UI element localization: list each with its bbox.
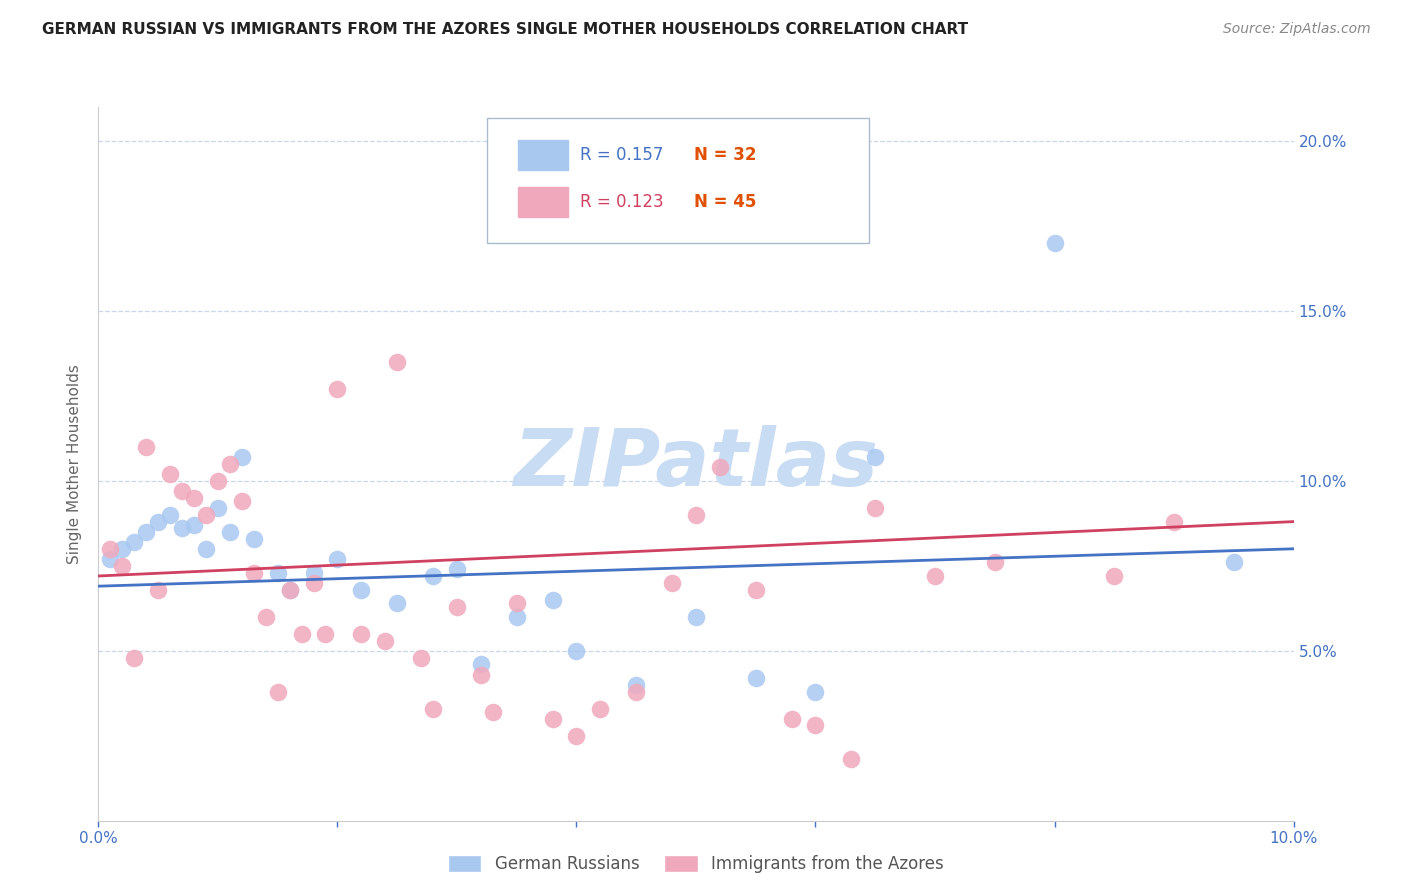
- Point: [254, 609, 277, 624]
- Point: [865, 501, 887, 516]
- Point: [385, 355, 409, 369]
- Text: GERMAN RUSSIAN VS IMMIGRANTS FROM THE AZORES SINGLE MOTHER HOUSEHOLDS CORRELATIO: GERMAN RUSSIAN VS IMMIGRANTS FROM THE AZ…: [42, 22, 969, 37]
- Point: [243, 532, 266, 546]
- Point: [148, 515, 170, 529]
- Point: [159, 508, 181, 522]
- Point: [350, 626, 373, 640]
- Point: [446, 599, 468, 614]
- Point: [278, 582, 301, 597]
- Point: [267, 684, 290, 698]
- Point: [172, 521, 194, 535]
- FancyBboxPatch shape: [486, 118, 869, 243]
- Point: [661, 575, 683, 590]
- Point: [589, 701, 612, 715]
- Y-axis label: Single Mother Households: Single Mother Households: [67, 364, 83, 564]
- Point: [183, 518, 205, 533]
- Point: [148, 582, 170, 597]
- Point: [302, 566, 325, 580]
- Point: [278, 582, 301, 597]
- Point: [626, 678, 648, 692]
- Point: [291, 626, 314, 640]
- Point: [685, 508, 707, 522]
- Point: [243, 566, 266, 580]
- Point: [804, 684, 827, 698]
- FancyBboxPatch shape: [517, 187, 568, 217]
- Point: [541, 592, 564, 607]
- Text: N = 45: N = 45: [693, 193, 756, 211]
- Point: [924, 569, 946, 583]
- Point: [315, 626, 337, 640]
- Point: [135, 524, 157, 539]
- Point: [685, 609, 707, 624]
- Point: [124, 535, 146, 549]
- Point: [135, 440, 157, 454]
- Text: R = 0.157: R = 0.157: [581, 146, 664, 164]
- Point: [195, 508, 218, 522]
- Point: [100, 552, 122, 566]
- Point: [470, 657, 492, 672]
- Point: [207, 501, 229, 516]
- Text: Source: ZipAtlas.com: Source: ZipAtlas.com: [1223, 22, 1371, 37]
- Point: [841, 752, 863, 766]
- Point: [374, 633, 396, 648]
- Point: [207, 474, 229, 488]
- Point: [446, 562, 468, 576]
- Point: [745, 671, 768, 685]
- Point: [1223, 555, 1246, 569]
- FancyBboxPatch shape: [517, 140, 568, 169]
- Point: [745, 582, 768, 597]
- Point: [267, 566, 290, 580]
- Point: [1104, 569, 1126, 583]
- Point: [422, 701, 444, 715]
- Point: [385, 596, 409, 610]
- Point: [326, 552, 349, 566]
- Point: [302, 575, 325, 590]
- Point: [470, 667, 492, 681]
- Point: [626, 684, 648, 698]
- Point: [111, 541, 134, 556]
- Point: [1163, 515, 1185, 529]
- Point: [231, 494, 253, 508]
- Point: [219, 524, 242, 539]
- Point: [326, 382, 349, 396]
- Point: [506, 596, 529, 610]
- Point: [506, 609, 529, 624]
- Point: [183, 491, 205, 505]
- Point: [100, 541, 122, 556]
- Point: [865, 450, 887, 464]
- Point: [159, 467, 181, 481]
- Text: ZIPatlas: ZIPatlas: [513, 425, 879, 503]
- Point: [565, 729, 588, 743]
- Point: [804, 718, 827, 732]
- Point: [709, 460, 731, 475]
- Point: [231, 450, 253, 464]
- Point: [411, 650, 433, 665]
- Point: [172, 483, 194, 498]
- Text: N = 32: N = 32: [693, 146, 756, 164]
- Point: [195, 541, 218, 556]
- Point: [111, 558, 134, 573]
- Point: [541, 712, 564, 726]
- Point: [124, 650, 146, 665]
- Legend: German Russians, Immigrants from the Azores: German Russians, Immigrants from the Azo…: [441, 848, 950, 880]
- Text: R = 0.123: R = 0.123: [581, 193, 664, 211]
- Point: [350, 582, 373, 597]
- Point: [481, 705, 505, 719]
- Point: [780, 712, 803, 726]
- Point: [422, 569, 444, 583]
- Point: [219, 457, 242, 471]
- Point: [984, 555, 1007, 569]
- Point: [1043, 235, 1066, 250]
- Point: [565, 644, 588, 658]
